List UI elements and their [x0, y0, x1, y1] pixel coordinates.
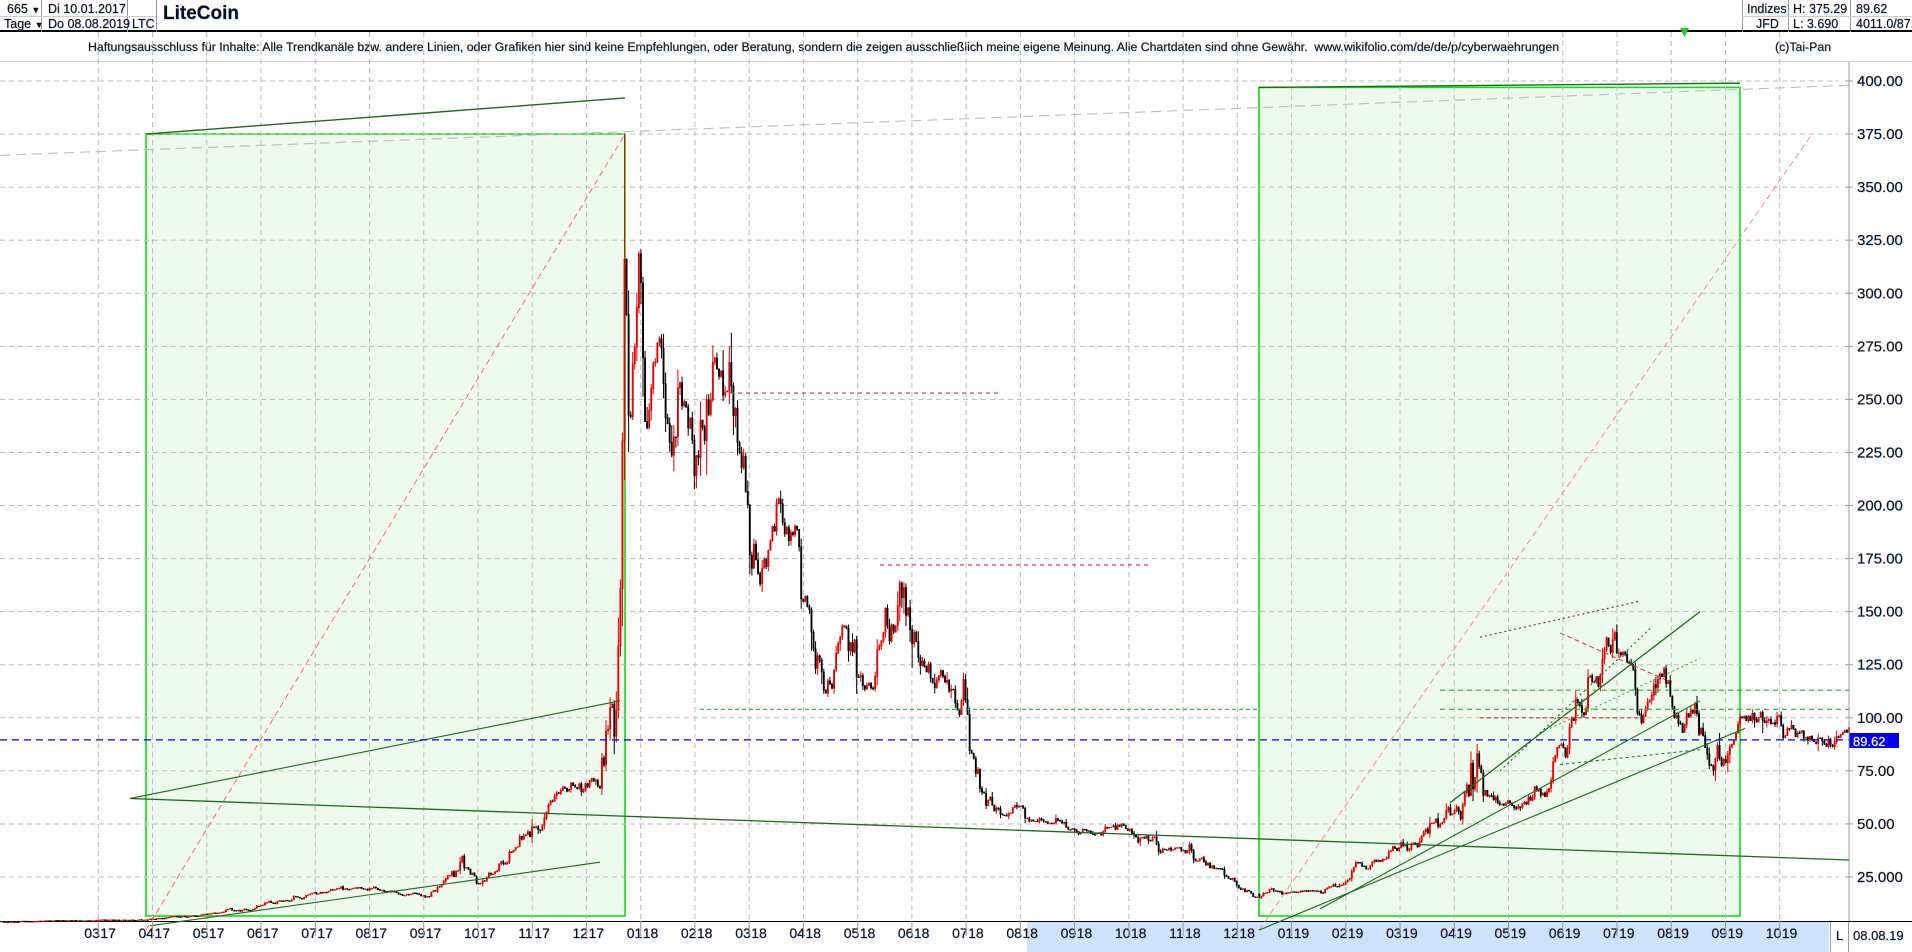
svg-text:18: 18 [1239, 925, 1255, 941]
svg-text:10: 10 [464, 925, 480, 941]
svg-text:125.00: 125.00 [1857, 657, 1903, 674]
svg-text:18: 18 [643, 925, 659, 941]
svg-text:75.00: 75.00 [1857, 763, 1895, 780]
svg-text:200.00: 200.00 [1857, 498, 1903, 515]
svg-text:08: 08 [1657, 925, 1673, 941]
svg-text:10: 10 [1766, 925, 1782, 941]
svg-text:07: 07 [1603, 925, 1619, 941]
svg-text:09: 09 [1061, 925, 1077, 941]
svg-text:01: 01 [627, 925, 643, 941]
svg-text:375.00: 375.00 [1857, 126, 1903, 143]
svg-text:04: 04 [139, 925, 155, 941]
svg-text:05: 05 [844, 925, 860, 941]
svg-text:04: 04 [1440, 925, 1456, 941]
svg-text:17: 17 [589, 925, 605, 941]
svg-text:17: 17 [209, 925, 225, 941]
svg-text:06: 06 [1549, 925, 1565, 941]
svg-text:17: 17 [100, 925, 116, 941]
svg-text:18: 18 [860, 925, 876, 941]
svg-text:19: 19 [1565, 925, 1581, 941]
svg-text:07: 07 [301, 925, 317, 941]
svg-text:17: 17 [317, 925, 333, 941]
svg-text:19: 19 [1782, 925, 1798, 941]
svg-text:05: 05 [193, 925, 209, 941]
svg-text:19: 19 [1294, 925, 1310, 941]
svg-text:25.000: 25.000 [1857, 869, 1903, 886]
svg-text:02: 02 [1332, 925, 1348, 941]
svg-text:18: 18 [1077, 925, 1093, 941]
svg-text:18: 18 [968, 925, 984, 941]
svg-text:17: 17 [155, 925, 171, 941]
svg-text:350.00: 350.00 [1857, 179, 1903, 196]
svg-text:275.00: 275.00 [1857, 338, 1903, 355]
svg-text:08: 08 [1006, 925, 1022, 941]
svg-text:17: 17 [534, 925, 550, 941]
svg-text:18: 18 [1131, 925, 1147, 941]
svg-text:11: 11 [1169, 925, 1184, 941]
svg-text:17: 17 [480, 925, 496, 941]
svg-text:150.00: 150.00 [1857, 604, 1903, 621]
svg-text:225.00: 225.00 [1857, 444, 1903, 461]
svg-text:400.00: 400.00 [1857, 73, 1903, 90]
svg-text:19: 19 [1456, 925, 1472, 941]
svg-text:03: 03 [84, 925, 100, 941]
svg-text:175.00: 175.00 [1857, 551, 1903, 568]
svg-text:50.00: 50.00 [1857, 816, 1895, 833]
svg-text:17: 17 [263, 925, 279, 941]
svg-text:19: 19 [1728, 925, 1744, 941]
svg-text:18: 18 [697, 925, 713, 941]
svg-text:06: 06 [898, 925, 914, 941]
svg-text:08: 08 [356, 925, 372, 941]
svg-text:19: 19 [1402, 925, 1418, 941]
svg-text:02: 02 [681, 925, 697, 941]
svg-text:18: 18 [914, 925, 930, 941]
svg-text:10: 10 [1115, 925, 1131, 941]
svg-text:06: 06 [247, 925, 263, 941]
svg-text:325.00: 325.00 [1857, 232, 1903, 249]
svg-text:100.00: 100.00 [1857, 710, 1903, 727]
svg-text:18: 18 [1185, 925, 1201, 941]
svg-text:18: 18 [751, 925, 767, 941]
svg-text:12: 12 [573, 925, 589, 941]
svg-text:09: 09 [410, 925, 426, 941]
svg-text:250.00: 250.00 [1857, 391, 1903, 408]
svg-text:07: 07 [952, 925, 968, 941]
svg-text:03: 03 [735, 925, 751, 941]
svg-text:05: 05 [1495, 925, 1511, 941]
svg-text:09: 09 [1712, 925, 1728, 941]
svg-text:18: 18 [805, 925, 821, 941]
svg-text:19: 19 [1348, 925, 1364, 941]
svg-text:12: 12 [1223, 925, 1239, 941]
svg-text:19: 19 [1619, 925, 1635, 941]
svg-text:19: 19 [1511, 925, 1527, 941]
svg-text:11: 11 [518, 925, 533, 941]
svg-text:18: 18 [1022, 925, 1038, 941]
svg-text:04: 04 [789, 925, 805, 941]
svg-text:300.00: 300.00 [1857, 285, 1903, 302]
svg-text:03: 03 [1386, 925, 1402, 941]
svg-text:19: 19 [1673, 925, 1689, 941]
svg-text:17: 17 [372, 925, 388, 941]
svg-text:01: 01 [1278, 925, 1294, 941]
svg-text:17: 17 [426, 925, 442, 941]
